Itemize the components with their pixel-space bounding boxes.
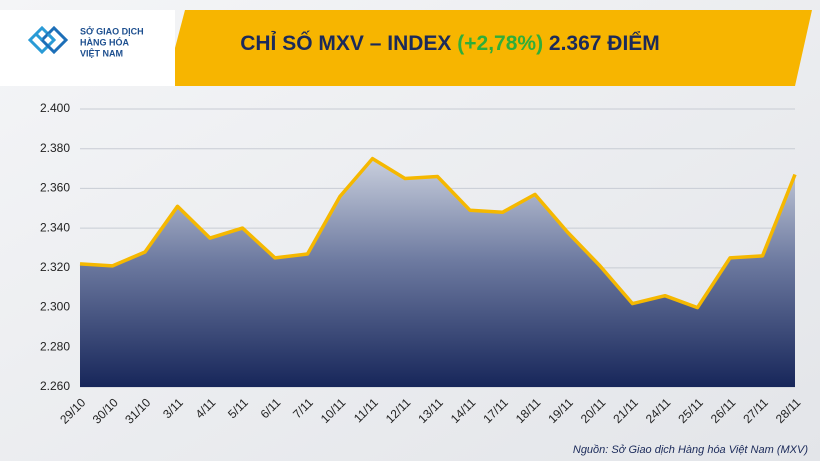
area [80, 158, 795, 387]
y-tick-label: 2.340 [40, 220, 70, 234]
y-tick-label: 2.400 [40, 101, 70, 115]
logo-text: HÀNG HÓA [80, 36, 129, 47]
logo-text: VIỆT NAM [80, 47, 123, 58]
line [79, 156, 797, 310]
y-tick-label: 2.360 [40, 181, 70, 195]
y-tick-label: 2.300 [40, 300, 70, 314]
title-change: (+2,78%) [457, 32, 543, 55]
y-tick-label: 2.280 [40, 339, 70, 353]
y-tick-label: 2.320 [40, 260, 70, 274]
logo-icon [27, 25, 69, 55]
logo-text: SỞ GIAO DỊCH [80, 25, 144, 36]
source-note: Nguồn: Sở Giao dịch Hàng hóa Việt Nam (M… [573, 444, 808, 456]
logo-box [0, 10, 175, 86]
title-text: CHỈ SỐ MXV – INDEX [240, 31, 451, 55]
y-tick-label: 2.260 [40, 379, 70, 393]
header-band [165, 10, 812, 86]
chart-title: CHỈ SỐ MXV – INDEX (+2,78%) 2.367 ĐIỂM [240, 31, 660, 55]
title-value: 2.367 ĐIỂM [549, 32, 660, 55]
y-tick-label: 2.380 [40, 141, 70, 155]
